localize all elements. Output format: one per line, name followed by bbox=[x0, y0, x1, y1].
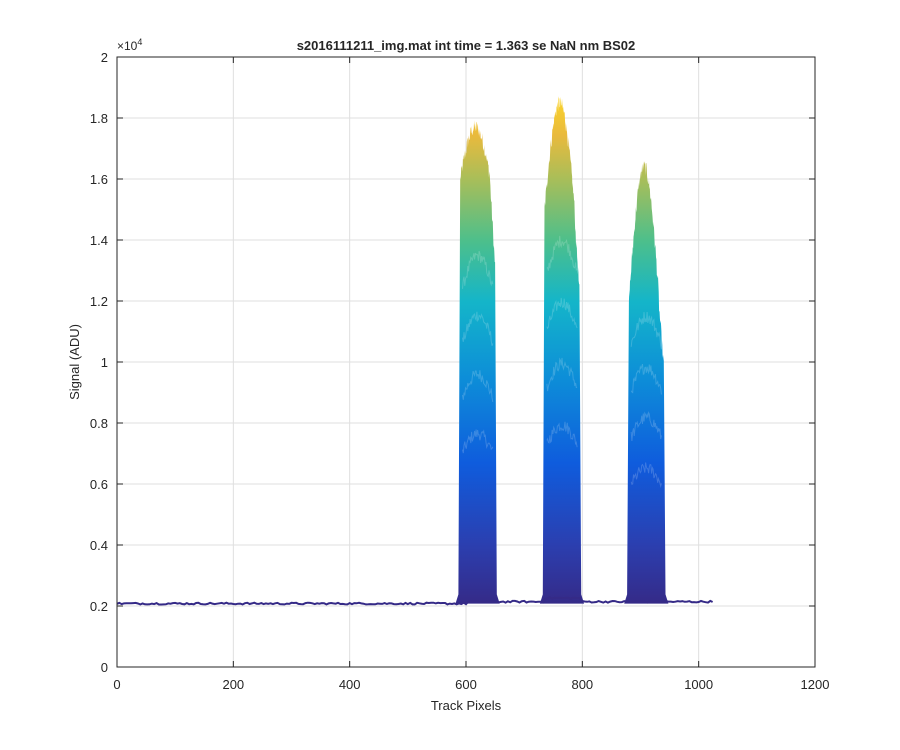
peak-2-trace bbox=[546, 357, 578, 392]
y-tick-label: 0.6 bbox=[90, 477, 108, 492]
y-tick-label: 1 bbox=[101, 355, 108, 370]
baseline-trace bbox=[116, 596, 714, 606]
y-tick-label: 0.4 bbox=[90, 538, 108, 553]
y-axis-exponent-power: 4 bbox=[137, 37, 142, 47]
y-tick-label: 0 bbox=[101, 660, 108, 675]
x-tick-label: 800 bbox=[571, 677, 593, 692]
y-tick-label: 0.8 bbox=[90, 416, 108, 431]
peak-1-trace bbox=[462, 250, 494, 289]
peak-3-trace bbox=[630, 311, 662, 350]
plot-area bbox=[116, 96, 714, 606]
y-tick-label: 1.6 bbox=[90, 172, 108, 187]
x-tick-label: 0 bbox=[113, 677, 120, 692]
x-tick-label: 1000 bbox=[684, 677, 713, 692]
peak-2-envelope bbox=[539, 96, 585, 604]
peak-2-trace bbox=[546, 235, 578, 272]
x-axis-label: Track Pixels bbox=[431, 698, 502, 713]
x-tick-label: 600 bbox=[455, 677, 477, 692]
peak-1-trace bbox=[462, 370, 494, 403]
x-tick-label: 1200 bbox=[801, 677, 830, 692]
peak-2-trace bbox=[546, 421, 578, 448]
y-tick-label: 1.8 bbox=[90, 111, 108, 126]
y-tick-label: 1.2 bbox=[90, 294, 108, 309]
x-tick-label: 400 bbox=[339, 677, 361, 692]
peak-1-envelope bbox=[455, 120, 500, 604]
peak-3-trace bbox=[630, 410, 662, 442]
x-tick-label: 200 bbox=[222, 677, 244, 692]
axes bbox=[116, 56, 816, 668]
peak-3-trace bbox=[630, 462, 662, 489]
y-tick-label: 2 bbox=[101, 50, 108, 65]
y-axis-exponent: ×104 bbox=[117, 37, 142, 53]
peak-1-trace bbox=[462, 429, 494, 454]
chart-title: s2016111211_img.mat int time = 1.363 se … bbox=[297, 38, 636, 53]
peak-1-trace bbox=[462, 311, 494, 346]
y-tick-label: 1.4 bbox=[90, 233, 108, 248]
y-axis-label: Signal (ADU) bbox=[67, 324, 82, 400]
peak-3-envelope bbox=[624, 160, 669, 604]
y-tick-label: 0.2 bbox=[90, 599, 108, 614]
y-axis-exponent-base: ×10 bbox=[117, 39, 138, 53]
tick-labels: 0 200 400 600 800 1000 1200 0 0.2 0.4 0.6 0.8 1 1.2 1.… bbox=[90, 50, 830, 692]
peak-3-trace bbox=[630, 363, 662, 395]
peak-2-trace bbox=[546, 297, 578, 330]
